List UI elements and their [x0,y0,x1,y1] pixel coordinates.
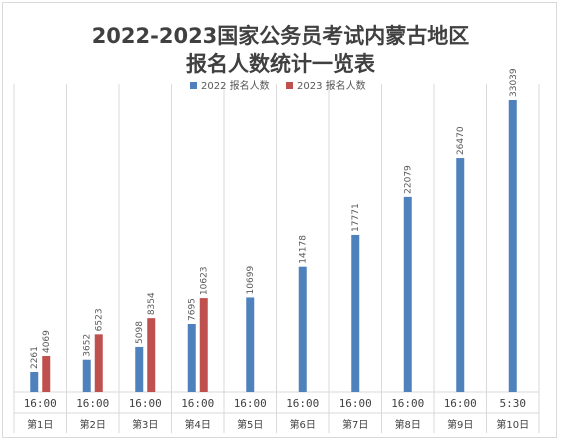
bar-2023 [94,334,103,392]
bar-2023 [42,356,51,392]
tick-label-day: 第4日 [185,418,211,431]
tick-label-time: 16:00 [24,397,57,410]
tick-label-time: 5:30 [500,397,527,410]
bar-2022 [187,323,196,392]
data-label: 17771 [351,203,361,232]
data-label: 3652 [83,334,93,357]
data-label: 8354 [147,292,157,315]
tick-label-day: 第5日 [237,418,263,431]
bar-2022 [246,297,255,392]
legend-swatch-2023 [286,82,293,89]
tick-label-day: 第3日 [132,418,158,431]
tick-label-day: 第7日 [342,418,368,431]
bar-2022 [30,372,39,392]
tick-label-time: 16:00 [76,397,109,410]
tick-label-time: 16:00 [181,397,214,410]
data-label: 2261 [30,346,40,369]
tick-label-day: 第6日 [290,418,316,431]
tick-label-time: 16:00 [339,397,372,410]
data-label: 22079 [404,165,414,194]
tick-label-day: 第1日 [27,418,53,431]
bar-2023 [199,298,208,392]
tick-label-time: 16:00 [234,397,267,410]
data-label: 7695 [188,298,198,321]
bar-2022 [82,359,91,392]
data-label: 10699 [246,266,256,295]
chart-title: 2022-2023国家公务员考试内蒙古地区 报名人数统计一览表 [0,22,561,78]
tick-label-time: 16:00 [444,397,477,410]
data-label: 10623 [200,266,210,295]
bar-2022 [456,158,465,392]
legend-label: 2022 报名人数 [201,79,270,92]
chart-title-line-2: 报名人数统计一览表 [186,52,375,76]
data-label: 14178 [299,235,309,264]
data-label: 6523 [95,308,105,331]
tick-label-day: 第9日 [447,418,473,431]
data-label: 33039 [509,68,519,97]
tick-label-time: 16:00 [286,397,319,410]
chart-title-line-1: 2022-2023国家公务员考试内蒙古地区 [91,24,470,48]
legend-label: 2023 报名人数 [297,79,366,92]
bar-2022 [508,100,517,392]
tick-label-day: 第8日 [395,418,421,431]
tick-label-day: 第10日 [496,418,529,431]
chart-frame [2,2,557,438]
bar-2022 [298,266,307,392]
tick-label-time: 16:00 [391,397,424,410]
bar-2022 [135,346,144,392]
tick-label-time: 16:00 [129,397,162,410]
data-label: 26470 [456,126,466,155]
tick-label-day: 第2日 [80,418,106,431]
legend-swatch-2022 [190,82,197,89]
bar-2022 [351,234,360,392]
data-label: 4069 [42,330,52,353]
bar-2023 [147,318,156,392]
bar-2022 [403,196,412,392]
data-label: 5098 [135,321,145,344]
